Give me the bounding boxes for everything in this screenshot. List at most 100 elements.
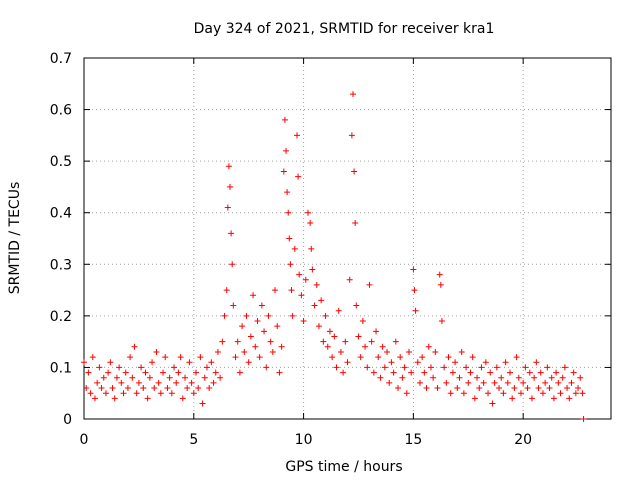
data-point	[485, 390, 492, 397]
data-point	[217, 374, 224, 381]
x-tick-label: 10	[295, 432, 313, 448]
y-tick-label: 0.6	[50, 103, 72, 119]
data-point	[535, 385, 542, 392]
data-point	[171, 364, 178, 371]
data-point	[411, 287, 418, 294]
data-point	[162, 354, 169, 361]
data-point	[553, 369, 560, 376]
data-point	[302, 276, 309, 283]
data-point	[379, 343, 386, 350]
data-point	[288, 287, 295, 294]
data-point	[496, 385, 503, 392]
data-point	[531, 374, 538, 381]
data-point	[349, 91, 356, 98]
data-point	[229, 261, 236, 268]
data-point	[153, 348, 160, 355]
data-point	[285, 209, 292, 216]
data-point	[401, 364, 408, 371]
data-point	[504, 379, 511, 386]
data-point	[127, 354, 134, 361]
data-point	[175, 369, 182, 376]
data-point	[286, 235, 293, 242]
data-point	[465, 379, 472, 386]
data-point	[177, 354, 184, 361]
data-point	[197, 354, 204, 361]
data-point	[342, 338, 349, 345]
data-point	[511, 385, 518, 392]
data-point	[491, 379, 498, 386]
data-point	[252, 343, 259, 350]
data-point	[346, 276, 353, 283]
data-point	[357, 354, 364, 361]
x-tick-label: 0	[80, 432, 89, 448]
data-point	[212, 369, 219, 376]
data-point	[236, 369, 243, 376]
data-point	[227, 183, 234, 190]
data-point	[405, 348, 412, 355]
data-point	[283, 147, 290, 154]
data-point	[577, 374, 584, 381]
data-point	[493, 364, 500, 371]
data-point	[313, 281, 320, 288]
data-point	[326, 328, 333, 335]
data-point	[307, 220, 314, 227]
data-point	[210, 379, 217, 386]
data-point	[224, 204, 231, 211]
data-point	[452, 359, 459, 366]
data-point	[254, 318, 261, 325]
data-point	[287, 261, 294, 268]
data-point	[234, 338, 241, 345]
data-point	[353, 302, 360, 309]
data-point	[208, 359, 215, 366]
data-point	[267, 338, 274, 345]
data-point	[239, 323, 246, 330]
data-point	[320, 338, 327, 345]
data-point	[458, 348, 465, 355]
data-point	[580, 416, 587, 422]
data-point	[416, 379, 423, 386]
data-point	[386, 379, 393, 386]
data-point	[157, 390, 164, 397]
data-point	[471, 395, 478, 402]
data-point	[555, 379, 562, 386]
data-point	[517, 390, 524, 397]
data-point	[454, 385, 461, 392]
data-point	[373, 328, 380, 335]
data-point	[195, 385, 202, 392]
data-point	[105, 369, 112, 376]
data-point	[206, 385, 213, 392]
data-point	[542, 379, 549, 386]
data-point	[561, 364, 568, 371]
data-point	[390, 369, 397, 376]
data-point	[436, 271, 443, 278]
data-point	[241, 348, 248, 355]
data-point	[295, 173, 302, 180]
data-point	[579, 390, 586, 397]
data-point	[296, 271, 303, 278]
data-point	[81, 359, 87, 366]
data-point	[537, 369, 544, 376]
data-point	[572, 390, 579, 397]
data-point	[85, 369, 92, 376]
data-point	[443, 379, 450, 386]
data-point	[487, 369, 494, 376]
data-point	[276, 369, 283, 376]
data-point	[384, 348, 391, 355]
data-point	[98, 385, 105, 392]
x-tick-label: 20	[514, 432, 532, 448]
data-point	[533, 359, 540, 366]
data-point	[192, 369, 199, 376]
data-point	[460, 390, 467, 397]
data-point	[550, 395, 557, 402]
data-point	[102, 390, 109, 397]
data-point	[364, 364, 371, 371]
data-point	[329, 354, 336, 361]
y-tick-label: 0.7	[50, 51, 72, 67]
plot-frame	[83, 57, 612, 420]
data-point	[340, 369, 347, 376]
data-point	[375, 354, 382, 361]
data-point	[526, 369, 533, 376]
data-point	[311, 302, 318, 309]
data-point	[392, 338, 399, 345]
data-point	[129, 374, 136, 381]
